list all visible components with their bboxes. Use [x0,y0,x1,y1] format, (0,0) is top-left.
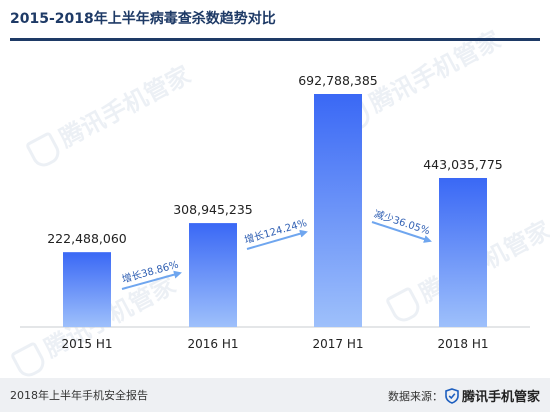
data-source: 数据来源： 腾讯手机管家 [388,386,540,405]
title-underline [10,38,540,41]
category-label-3: 2017 H1 [312,337,363,351]
data-label-2: 308,945,235 [173,202,253,217]
growth-arrow-1 [121,270,182,290]
source-brand: 腾讯手机管家 [461,390,540,405]
data-label-1: 222,488,060 [47,231,127,246]
category-label-4: 2018 H1 [437,337,488,351]
bar-3 [314,94,362,327]
bar-1 [63,252,111,327]
category-label-1: 2015 H1 [61,337,112,351]
bar-chart: 222,488,060 2015 H1 308,945,235 2016 H1 692,… [20,73,530,351]
bar-4 [439,177,487,327]
data-label-3: 692,788,385 [298,73,378,88]
source-label: 数据来源： [387,389,443,403]
footer: 2018年上半年手机安全报告 数据来源： 腾讯手机管家 [0,378,550,412]
chart-title: 2015-2018年上半年病毒查杀数趋势对比 [10,11,276,27]
growth-annotation-3: 减少36.05% [372,208,431,237]
shield-icon [445,387,459,404]
growth-arrow-2 [246,229,308,250]
category-label-2: 2016 H1 [187,337,238,351]
report-name: 2018年上半年手机安全报告 [10,389,148,402]
bar-2 [189,223,237,327]
growth-arrow-3 [371,221,432,243]
data-label-4: 443,035,775 [423,157,503,172]
